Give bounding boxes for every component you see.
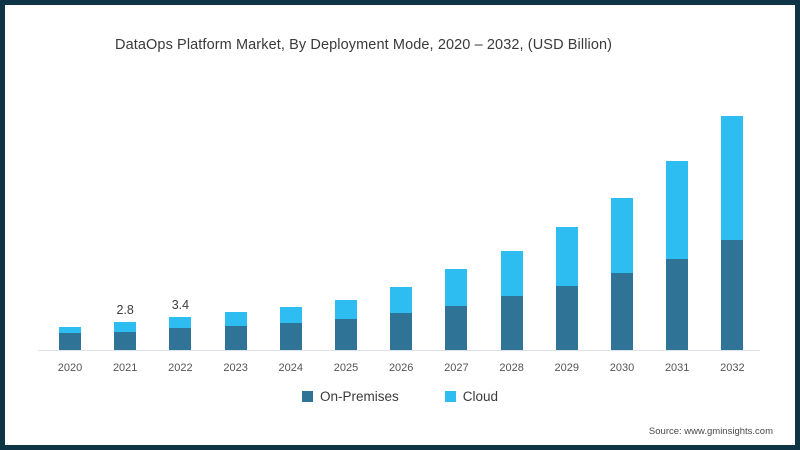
bar-segment-cloud-2020[interactable] <box>59 327 81 334</box>
x-tick-2021: 2021 <box>112 362 138 374</box>
bar-segment-on-premises-2029[interactable] <box>555 286 578 350</box>
source-attribution: Source: www.gminsights.com <box>648 426 773 437</box>
bar-2022[interactable]: 3.4 <box>169 298 192 350</box>
x-tick-2026: 2026 <box>388 362 414 374</box>
x-tick-2032: 2032 <box>720 362 745 374</box>
bar-2028[interactable] <box>500 250 523 350</box>
bar-segment-on-premises-2025[interactable] <box>335 319 357 350</box>
x-tick-2024: 2024 <box>278 362 304 374</box>
bar-segment-on-premises-2031[interactable] <box>666 259 689 350</box>
bar-2026[interactable] <box>390 287 413 350</box>
x-axis-line <box>38 350 760 351</box>
x-tick-2028: 2028 <box>499 362 524 374</box>
bar-segment-cloud-2031[interactable] <box>666 160 689 260</box>
bar-segment-on-premises-2024[interactable] <box>279 323 302 350</box>
bar-2030[interactable] <box>611 198 633 350</box>
bar-segment-cloud-2023[interactable] <box>224 311 247 327</box>
x-tick-2025: 2025 <box>333 362 359 374</box>
bar-segment-on-premises-2023[interactable] <box>224 326 247 350</box>
chart-legend: On-Premises Cloud <box>5 389 795 404</box>
chart-canvas: DataOps Platform Market, By Deployment M… <box>5 5 795 445</box>
bar-segment-on-premises-2027[interactable] <box>445 305 468 350</box>
bar-segment-cloud-2032[interactable] <box>721 115 744 240</box>
bar-2021[interactable]: 2.8 <box>114 303 137 350</box>
bar-2025[interactable] <box>335 299 357 350</box>
bar-2020[interactable] <box>59 327 81 350</box>
x-tick-2022: 2022 <box>168 362 193 374</box>
x-tick-2023: 2023 <box>223 362 248 374</box>
bar-segment-on-premises-2021[interactable] <box>114 332 137 350</box>
chart-title: DataOps Platform Market, By Deployment M… <box>115 37 613 53</box>
legend-item-on-premises[interactable]: On-Premises <box>301 389 399 404</box>
bar-2024[interactable] <box>279 306 302 350</box>
bar-segment-cloud-2030[interactable] <box>611 198 633 274</box>
legend-swatch-cloud-icon <box>444 391 456 402</box>
bar-segment-on-premises-2030[interactable] <box>611 273 633 350</box>
bar-value-label-2021: 2.8 <box>116 303 134 318</box>
legend-label-on-premises: On-Premises <box>319 389 399 404</box>
bar-segment-on-premises-2028[interactable] <box>500 295 523 350</box>
x-tick-2031: 2031 <box>664 362 690 374</box>
plot-area: 2.8 3.4 2020 2021 2022 2023 2024 2025 2026 2027 2… <box>5 5 795 445</box>
bar-segment-cloud-2021[interactable] <box>114 322 137 333</box>
bar-segment-on-premises-2020[interactable] <box>59 333 81 350</box>
bar-segment-on-premises-2032[interactable] <box>721 239 744 350</box>
bar-segment-cloud-2029[interactable] <box>555 226 578 286</box>
bar-value-label-2022: 3.4 <box>171 297 190 312</box>
bar-2032[interactable] <box>721 115 744 350</box>
legend-label-cloud: Cloud <box>462 389 499 404</box>
legend-swatch-on-premises-icon <box>301 391 313 402</box>
bar-segment-cloud-2027[interactable] <box>445 269 468 306</box>
bar-2023[interactable] <box>224 311 247 350</box>
bar-2027[interactable] <box>445 269 468 350</box>
x-tick-2020: 2020 <box>57 362 83 374</box>
bar-segment-on-premises-2022[interactable] <box>169 328 192 350</box>
bar-segment-on-premises-2026[interactable] <box>390 312 413 350</box>
bar-segment-cloud-2025[interactable] <box>335 299 357 320</box>
bar-2031[interactable] <box>666 160 689 350</box>
bar-segment-cloud-2028[interactable] <box>500 250 523 296</box>
x-tick-2030: 2030 <box>609 362 635 374</box>
bar-segment-cloud-2024[interactable] <box>279 306 302 324</box>
bar-segment-cloud-2022[interactable] <box>169 316 192 329</box>
bar-2029[interactable] <box>555 226 578 350</box>
x-tick-2027: 2027 <box>444 362 469 374</box>
bar-segment-cloud-2026[interactable] <box>390 287 413 313</box>
legend-item-cloud[interactable]: Cloud <box>444 389 499 404</box>
x-tick-2029: 2029 <box>554 362 580 374</box>
